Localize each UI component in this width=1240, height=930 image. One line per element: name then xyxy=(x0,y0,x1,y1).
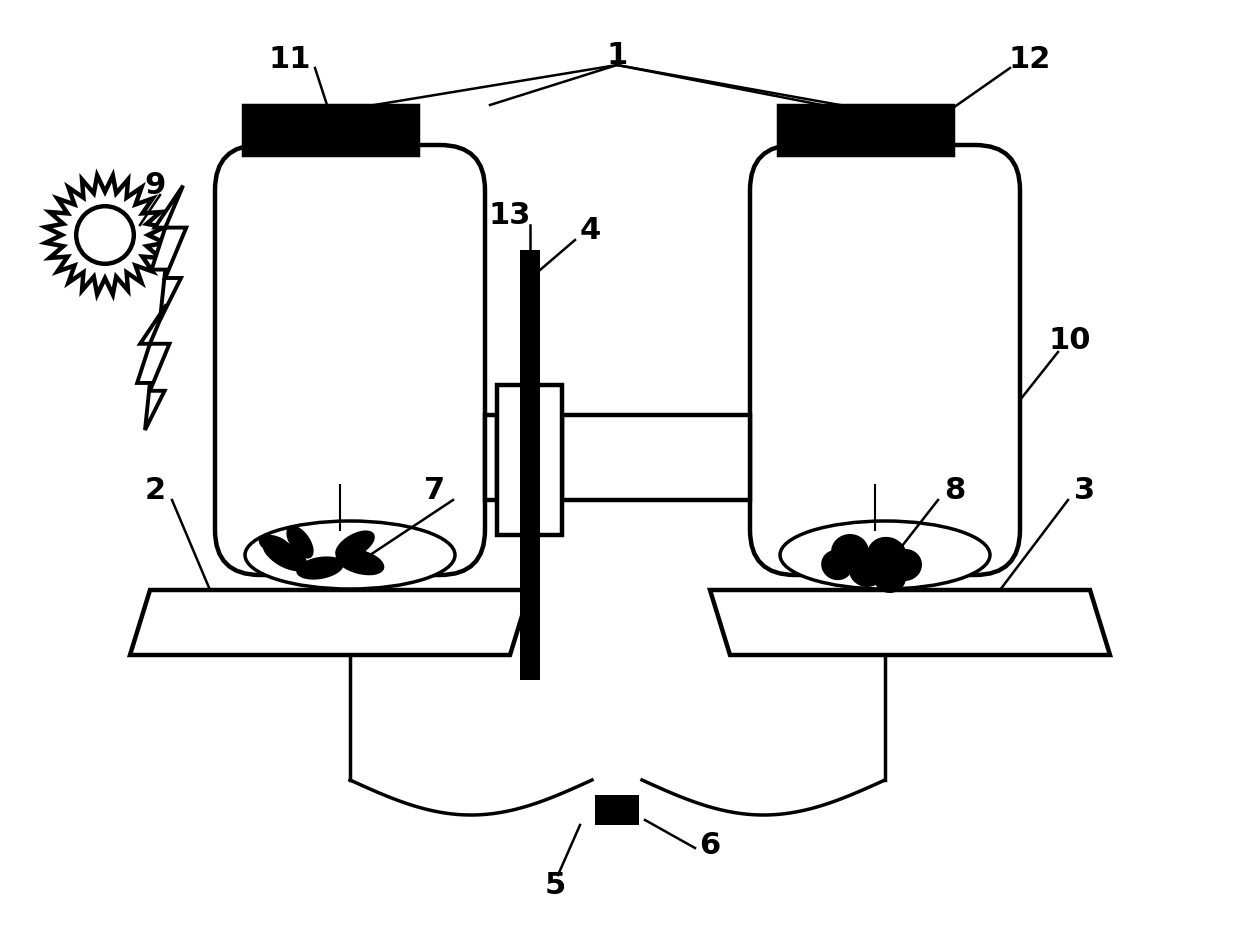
Text: 1: 1 xyxy=(606,41,627,70)
Circle shape xyxy=(76,206,134,264)
Text: 7: 7 xyxy=(424,475,445,504)
Ellipse shape xyxy=(296,556,343,579)
Ellipse shape xyxy=(263,538,308,571)
Bar xyxy=(777,105,954,155)
Ellipse shape xyxy=(336,549,384,576)
Polygon shape xyxy=(130,590,529,655)
Ellipse shape xyxy=(821,550,853,580)
Ellipse shape xyxy=(831,534,869,570)
Bar xyxy=(595,795,639,825)
Text: 12: 12 xyxy=(1009,46,1052,74)
Text: 4: 4 xyxy=(579,216,600,245)
Text: 5: 5 xyxy=(544,870,565,899)
Text: 11: 11 xyxy=(269,46,311,74)
Bar xyxy=(485,415,497,500)
Polygon shape xyxy=(46,176,165,295)
Text: 10: 10 xyxy=(1049,326,1091,354)
Ellipse shape xyxy=(259,535,291,555)
Ellipse shape xyxy=(246,521,455,589)
Text: 2: 2 xyxy=(144,475,166,504)
Ellipse shape xyxy=(874,563,906,593)
Text: 13: 13 xyxy=(489,201,531,230)
Ellipse shape xyxy=(849,553,885,587)
FancyBboxPatch shape xyxy=(750,145,1021,575)
Text: 3: 3 xyxy=(1074,475,1096,504)
Ellipse shape xyxy=(286,525,314,559)
Ellipse shape xyxy=(780,521,990,589)
Polygon shape xyxy=(138,304,170,430)
Bar xyxy=(520,250,539,680)
Ellipse shape xyxy=(335,530,374,560)
Text: 8: 8 xyxy=(945,475,966,504)
Ellipse shape xyxy=(867,537,906,573)
Polygon shape xyxy=(151,186,186,320)
Bar xyxy=(562,415,750,500)
Text: 6: 6 xyxy=(699,830,720,859)
Bar xyxy=(243,105,418,155)
Polygon shape xyxy=(711,590,1110,655)
Ellipse shape xyxy=(888,549,923,581)
Bar xyxy=(497,385,562,535)
Text: 9: 9 xyxy=(144,170,166,200)
FancyBboxPatch shape xyxy=(215,145,485,575)
